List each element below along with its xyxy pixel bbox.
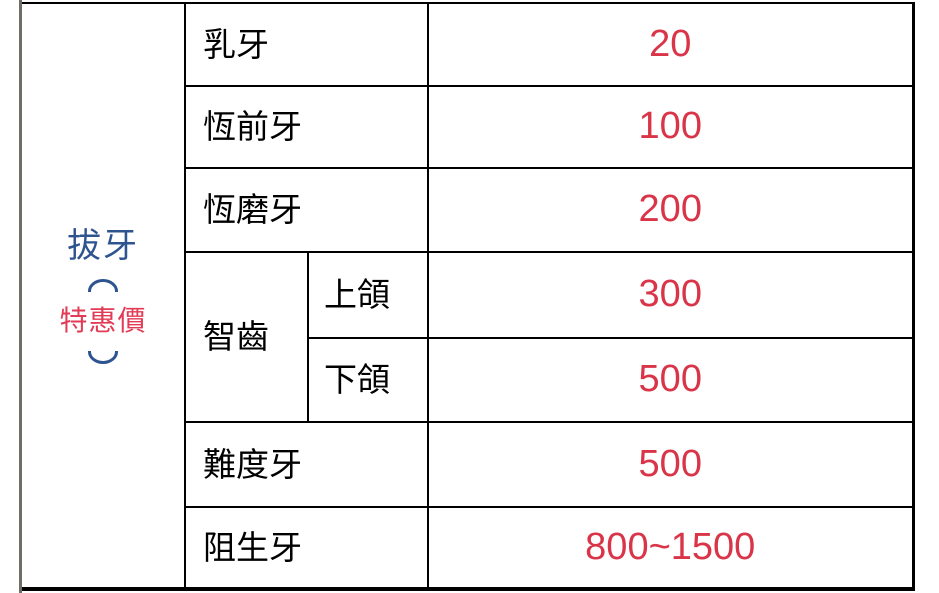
category-stack: 拔牙 特惠價 <box>23 227 183 364</box>
row-label-difficult-tooth: 難度牙 <box>184 421 429 508</box>
category-qualifier: 特惠價 <box>59 305 147 337</box>
vertical-paren-open-icon <box>88 279 118 293</box>
row-label-permanent-molar: 恆磨牙 <box>184 167 429 253</box>
table-row: 智齒 上頜 300 <box>22 251 914 423</box>
row-label-milk-tooth: 乳牙 <box>184 2 429 87</box>
row-price-lower-jaw: 500 <box>427 337 914 423</box>
group-label-wisdom-tooth: 智齒 <box>184 251 309 423</box>
row-price-milk-tooth: 20 <box>427 2 914 87</box>
left-margin-rule <box>19 0 22 593</box>
vertical-paren-close-icon <box>88 350 118 364</box>
table-row: 拔牙 特惠價 乳牙 20 <box>22 2 914 590</box>
row-price-permanent-molar: 200 <box>427 167 914 253</box>
table-row: 恆前牙 100 <box>22 85 914 169</box>
row-price-permanent-front-tooth: 100 <box>427 85 914 169</box>
row-price-difficult-tooth: 500 <box>427 421 914 508</box>
row-price-impacted-tooth: 800~1500 <box>427 506 914 590</box>
table-row: 難度牙 500 <box>22 421 914 508</box>
table-row: 下頜 500 <box>22 337 914 423</box>
row-label-permanent-front-tooth: 恆前牙 <box>184 85 429 169</box>
category-cell: 拔牙 特惠價 <box>22 2 186 590</box>
extraction-price-table: 拔牙 特惠價 乳牙 20 恆前牙 100 恆磨牙 200 智齒 上頜 300 下… <box>22 2 915 591</box>
category-title: 拔牙 <box>67 227 139 266</box>
table-row: 阻生牙 800~1500 <box>22 506 914 590</box>
row-label-upper-jaw: 上頜 <box>307 251 429 339</box>
table-row: 恆磨牙 200 <box>22 167 914 253</box>
row-label-lower-jaw: 下頜 <box>307 337 429 423</box>
row-price-upper-jaw: 300 <box>427 251 914 339</box>
row-label-impacted-tooth: 阻生牙 <box>184 506 429 590</box>
